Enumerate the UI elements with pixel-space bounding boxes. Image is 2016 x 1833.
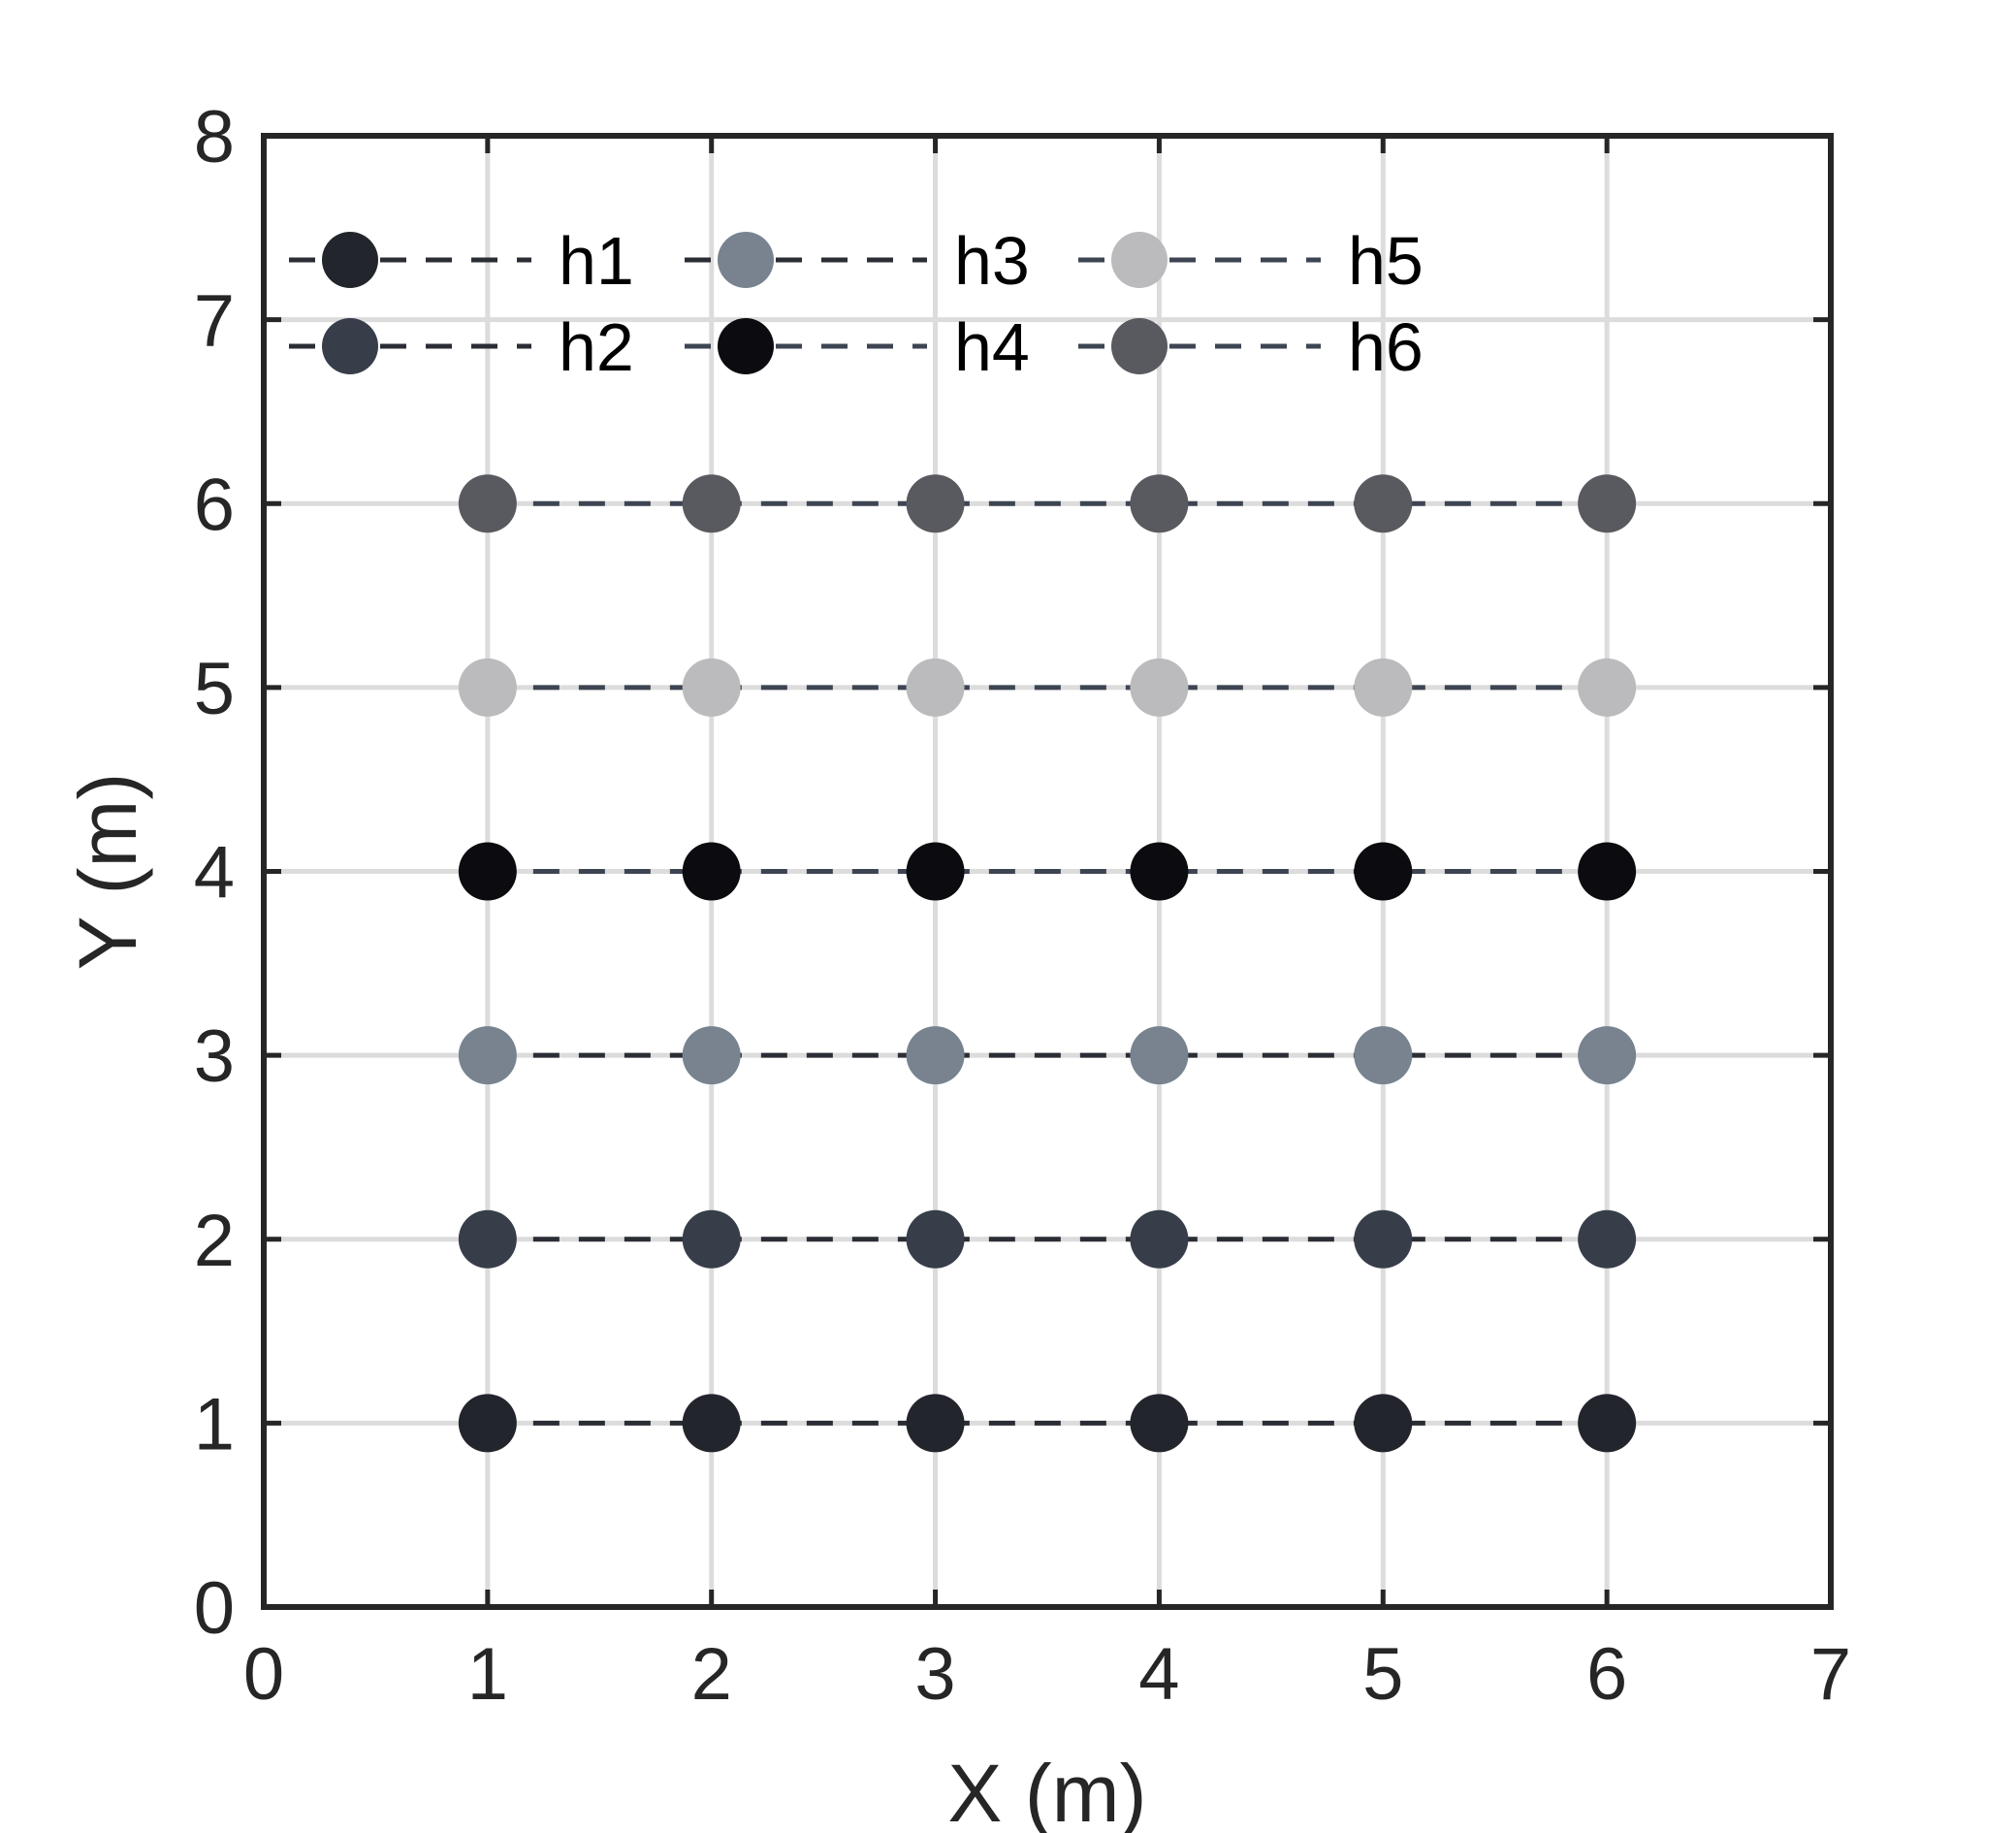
data-point [682, 658, 741, 717]
x-tick-label: 2 [691, 1633, 732, 1716]
series-h2 [458, 1209, 1637, 1269]
data-point [1354, 474, 1413, 533]
data-point [1354, 1026, 1413, 1085]
legend-item-h4: h4 [685, 309, 1030, 385]
x-tick-label: 3 [914, 1633, 955, 1716]
series-h1 [458, 1394, 1637, 1453]
data-point [682, 842, 741, 901]
y-tick-label: 7 [194, 280, 235, 363]
legend-marker [322, 232, 378, 288]
y-axis-label: Y (m) [62, 773, 153, 971]
data-point [1578, 1209, 1637, 1269]
data-point [906, 842, 965, 901]
series-h4 [458, 842, 1637, 901]
y-tick-label: 3 [194, 1015, 235, 1098]
data-point [458, 1394, 517, 1453]
data-point [1578, 1394, 1637, 1453]
legend-marker [718, 232, 774, 288]
data-point [458, 842, 517, 901]
y-tick-label: 8 [194, 96, 235, 178]
axis-ticks: 0 1 2 3 4 5 6 7 0 1 2 3 4 5 6 7 8 [194, 96, 1851, 1716]
data-point [1354, 842, 1413, 901]
data-point [1578, 1026, 1637, 1085]
data-point [682, 1394, 741, 1453]
legend: h1 h2 h3 h4 h5 h6 [289, 223, 1424, 385]
data-point [458, 1026, 517, 1085]
legend-label: h4 [954, 309, 1030, 385]
legend-label: h3 [954, 223, 1030, 299]
legend-label: h5 [1348, 223, 1424, 299]
data-point [458, 658, 517, 717]
series-h5 [458, 658, 1637, 717]
legend-label: h2 [559, 309, 634, 385]
data-point [1130, 1209, 1189, 1269]
series-layer [458, 474, 1637, 1453]
legend-marker [1111, 232, 1168, 288]
data-point [906, 658, 965, 717]
legend-item-h5: h5 [1078, 223, 1424, 299]
data-point [1578, 842, 1637, 901]
data-point [1354, 658, 1413, 717]
data-point [1130, 842, 1189, 901]
legend-marker [322, 318, 378, 374]
data-point [906, 474, 965, 533]
y-tick-label: 5 [194, 648, 235, 730]
x-tick-label: 5 [1362, 1633, 1403, 1716]
x-tick-label: 7 [1810, 1633, 1851, 1716]
legend-item-h1: h1 [289, 223, 634, 299]
data-point [1354, 1394, 1413, 1453]
data-point [1354, 1209, 1413, 1269]
legend-label: h1 [559, 223, 634, 299]
data-point [682, 1209, 741, 1269]
y-tick-label: 2 [194, 1200, 235, 1282]
legend-marker [1111, 318, 1168, 374]
data-point [1130, 474, 1189, 533]
x-tick-label: 1 [467, 1633, 508, 1716]
y-tick-label: 4 [194, 832, 235, 915]
data-point [1130, 1026, 1189, 1085]
data-point [906, 1026, 965, 1085]
data-point [906, 1394, 965, 1453]
x-tick-label: 0 [243, 1633, 284, 1716]
legend-item-h6: h6 [1078, 309, 1424, 385]
data-point [458, 474, 517, 533]
data-point [458, 1209, 517, 1269]
series-h3 [458, 1026, 1637, 1085]
legend-marker [718, 318, 774, 374]
data-point [906, 1209, 965, 1269]
y-tick-label: 6 [194, 464, 235, 546]
data-point [1578, 474, 1637, 533]
data-point [1578, 658, 1637, 717]
legend-item-h3: h3 [685, 223, 1030, 299]
data-point [1130, 1394, 1189, 1453]
x-tick-label: 4 [1138, 1633, 1179, 1716]
legend-item-h2: h2 [289, 309, 634, 385]
data-point [1130, 658, 1189, 717]
data-point [682, 474, 741, 533]
y-tick-label: 1 [194, 1383, 235, 1465]
y-tick-label: 0 [194, 1567, 235, 1650]
x-tick-label: 6 [1586, 1633, 1627, 1716]
data-point [682, 1026, 741, 1085]
series-h6 [458, 474, 1637, 533]
legend-label: h6 [1348, 309, 1424, 385]
x-axis-label: X (m) [947, 1748, 1146, 1833]
